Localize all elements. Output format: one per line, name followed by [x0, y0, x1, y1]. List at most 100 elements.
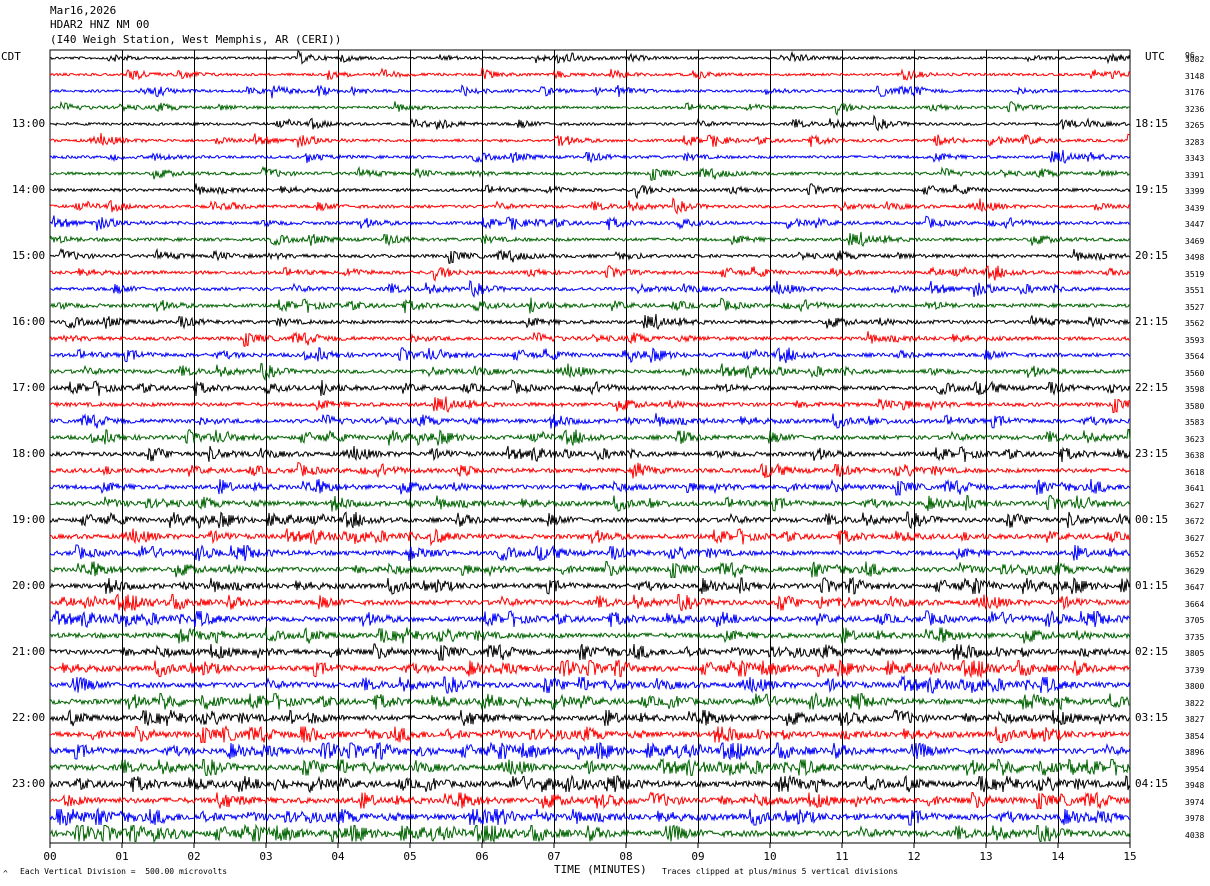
date-label: Mar16,2026: [50, 4, 117, 17]
left-hour-label: 14:00: [12, 183, 46, 196]
corner-label: 96: [1185, 51, 1195, 60]
x-tick-label-04: 04: [331, 850, 345, 863]
trace-29: [49, 527, 1131, 547]
trace-value-label: 3805: [1185, 649, 1205, 658]
left-hour-label: 13:00: [12, 117, 46, 130]
right-hour-label: 20:15: [1135, 249, 1169, 262]
trace-value-label: 3580: [1185, 401, 1205, 411]
x-tick-label-11: 11: [835, 850, 848, 863]
x-tick-label-06: 06: [475, 850, 488, 863]
trace-6: [49, 149, 1131, 164]
x-tick-label-08: 08: [619, 850, 632, 863]
trace-22: [49, 413, 1131, 429]
right-hour-label: 22:15: [1135, 381, 1169, 394]
trace-value-label: 3627: [1185, 500, 1205, 510]
right-hour-label: 23:15: [1135, 447, 1169, 460]
trace-value-label: 3447: [1185, 220, 1205, 229]
right-hour-label: 03:15: [1135, 711, 1169, 724]
trace-43: [49, 757, 1131, 777]
x-tick-label-12: 12: [907, 850, 920, 863]
right-hour-label: 02:15: [1135, 645, 1169, 658]
trace-44: [49, 774, 1131, 794]
trace-value-label: 3623: [1185, 434, 1205, 444]
x-tick-label-15: 15: [1123, 850, 1136, 863]
trace-value-label: 4038: [1185, 830, 1205, 840]
trace-19: [49, 362, 1131, 382]
trace-value-label: 3391: [1185, 170, 1205, 180]
x-tick-label-03: 03: [259, 850, 272, 863]
trace-12: [49, 247, 1131, 264]
trace-value-label: 3265: [1185, 121, 1205, 130]
trace-38: [49, 675, 1131, 694]
trace-28: [49, 511, 1131, 530]
trace-0: [49, 50, 1131, 65]
trace-value-label: 3822: [1185, 698, 1205, 708]
trace-value-label: 3948: [1185, 781, 1205, 790]
left-timezone-label: CDT: [1, 50, 21, 63]
trace-value-label: 3896: [1185, 748, 1205, 757]
trace-46: [49, 807, 1131, 826]
trace-value-label: 3593: [1185, 335, 1205, 345]
trace-value-label: 3551: [1185, 286, 1205, 295]
trace-value-label: 3176: [1185, 88, 1205, 97]
trace-value-label: 3652: [1185, 550, 1205, 559]
trace-36: [49, 643, 1131, 661]
trace-value-label: 3527: [1185, 302, 1205, 312]
trace-14: [50, 280, 1131, 298]
trace-value-label: 3562: [1185, 319, 1205, 328]
right-hour-label: 18:15: [1135, 117, 1169, 130]
x-tick-label-13: 13: [979, 850, 992, 863]
trace-value-label: 3560: [1185, 368, 1205, 378]
trace-value-label: 3583: [1185, 418, 1205, 427]
trace-41: [49, 724, 1131, 743]
trace-value-label: 3735: [1185, 632, 1205, 642]
trace-30: [49, 544, 1131, 562]
trace-16: [49, 313, 1130, 330]
trace-11: [49, 231, 1131, 248]
trace-1: [49, 67, 1131, 81]
trace-17: [49, 331, 1131, 347]
trace-9: [49, 197, 1131, 215]
trace-21: [49, 396, 1131, 414]
trace-value-label: 3439: [1185, 203, 1205, 213]
trace-value-label: 3954: [1185, 764, 1205, 774]
trace-value-label: 3236: [1185, 104, 1205, 114]
trace-value-label: 3469: [1185, 236, 1205, 246]
station-label: (I40 Weigh Station, West Memphis, AR (CE…: [50, 33, 342, 46]
right-hour-label: 04:15: [1135, 777, 1169, 790]
scale-note: Each Vertical Division = 500.00 microvol…: [20, 867, 228, 876]
x-tick-label-09: 09: [691, 850, 704, 863]
trace-value-label: 3705: [1185, 616, 1205, 625]
right-hour-label: 01:15: [1135, 579, 1169, 592]
trace-15: [49, 297, 1131, 314]
trace-value-label: 3399: [1185, 187, 1205, 196]
trace-5: [49, 133, 1131, 148]
trace-8: [49, 183, 1131, 200]
x-tick-label-00: 00: [43, 850, 56, 863]
trace-7: [49, 165, 1131, 181]
left-hour-label: 22:00: [12, 711, 46, 724]
x-tick-label-02: 02: [187, 850, 200, 863]
trace-31: [49, 561, 1131, 578]
right-hour-label: 19:15: [1135, 183, 1169, 196]
trace-4: [49, 114, 1131, 132]
trace-value-label: 3739: [1185, 665, 1205, 675]
trace-39: [49, 691, 1131, 711]
trace-value-label: 3641: [1185, 484, 1205, 493]
left-hour-label: 16:00: [12, 315, 46, 328]
clip-note: Traces clipped at plus/minus 5 vertical …: [662, 867, 899, 876]
left-hour-label: 19:00: [12, 513, 46, 526]
trace-23: [49, 428, 1131, 447]
trace-42: [49, 741, 1131, 761]
left-hour-label: 21:00: [12, 645, 46, 658]
trace-value-label: 3082: [1185, 55, 1205, 64]
trace-25: [49, 461, 1131, 479]
left-hour-label: 17:00: [12, 381, 46, 394]
left-hour-label: 18:00: [12, 447, 46, 460]
trace-24: [49, 445, 1131, 463]
trace-value-label: 3854: [1185, 731, 1205, 741]
right-hour-label: 00:15: [1135, 513, 1169, 526]
trace-34: [49, 609, 1131, 628]
trace-value-label: 3827: [1185, 715, 1205, 724]
